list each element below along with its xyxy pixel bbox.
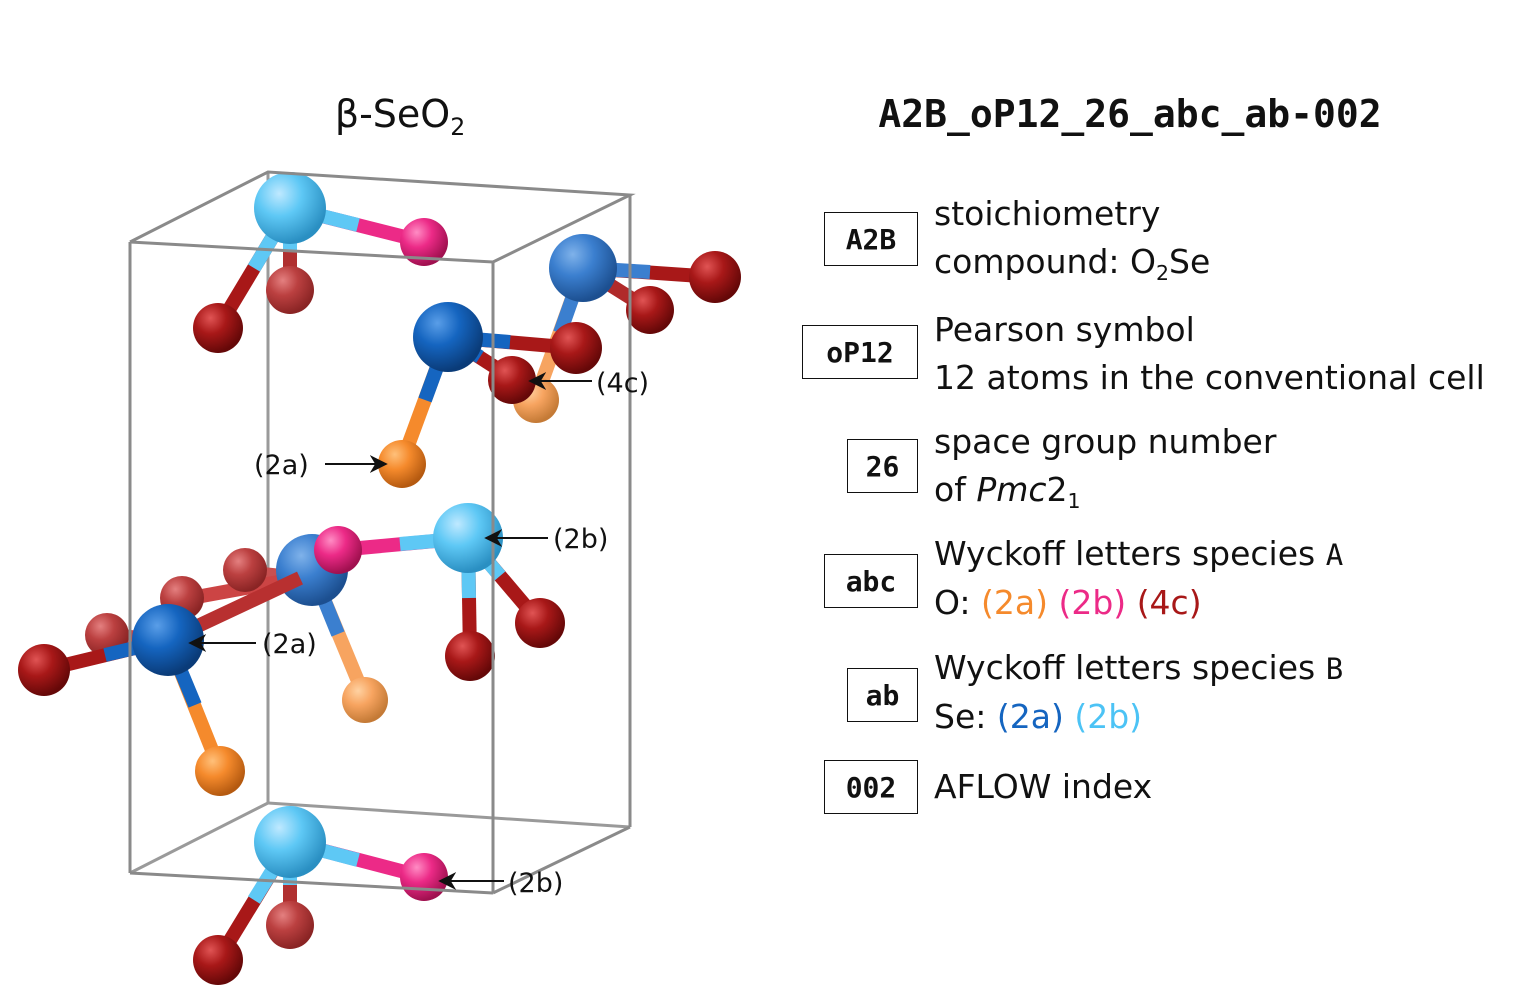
unit-cell-back-edges (129, 172, 631, 875)
legend-wyckoff-b-line2: Se: (2a) (2b) (934, 693, 1343, 741)
legend-pearson: Pearson symbol 12 atoms in the conventio… (934, 306, 1485, 402)
oxygen-atom-2a (342, 677, 388, 723)
oxygen-atom (689, 251, 741, 303)
legend-aflow-index: AFLOW index (934, 763, 1152, 811)
selenium-atom-2a (132, 604, 204, 676)
selenium-atom-2b (433, 503, 503, 573)
code-box-stoichiometry: A2B (824, 212, 918, 266)
space-group-tail: 2 (1046, 470, 1068, 509)
legend-wyckoff-a-line2: O: (2a) (2b) (4c) (934, 579, 1343, 627)
legend-space-group-line1: space group number (934, 422, 1277, 461)
space-group-subscript: 1 (1067, 489, 1081, 514)
wyckoff-se-2b: (2b) (1074, 697, 1143, 736)
legend-pearson-line1: Pearson symbol (934, 310, 1195, 349)
atom-annotations (188, 372, 592, 890)
selenium-atom (549, 234, 617, 302)
legend-wyckoff-b-line1: Wyckoff letters species B (934, 644, 1343, 693)
code-box-wyckoff-a: abc (824, 554, 918, 608)
code-box-space-group: 26 (847, 439, 918, 493)
space-group-symbol: Pmc (976, 470, 1047, 509)
selenium-atom-2a (413, 302, 483, 372)
legend-aflow-index-line1: AFLOW index (934, 767, 1153, 806)
unit-cell-front-edges (128, 170, 636, 895)
wyckoff-se-2a: (2a) (996, 697, 1064, 736)
aflow-prototype-label: A2B_oP12_26_abc_ab-002 (878, 92, 1382, 136)
wyckoff-o-prefix: O: (934, 583, 982, 622)
formula-subscript: 2 (1156, 261, 1170, 286)
label-o2b: (2b) (508, 868, 563, 899)
wyckoff-se-prefix: Se: (934, 697, 997, 736)
formula-se: Se (1169, 242, 1211, 281)
compound-prefix: compound: (934, 242, 1131, 281)
oxygen-atom (266, 901, 314, 949)
oxygen-atom (18, 644, 70, 696)
structure-name-text: β-SeO (334, 92, 451, 136)
structure-name-subscript: 2 (450, 113, 466, 142)
code-box-wyckoff-b: ab (847, 668, 918, 722)
label-se2b: (2b) (553, 524, 608, 555)
oxygen-atom (445, 631, 495, 681)
oxygen-atom-4c (488, 356, 536, 404)
top-se2b-bonds (211, 201, 427, 332)
legend-wyckoff-a: Wyckoff letters species A O: (2a) (2b) (… (934, 530, 1343, 627)
oxygen-atom (193, 303, 243, 353)
legend-pearson-line2: 12 atoms in the conventional cell (934, 358, 1485, 397)
legend-space-group: space group number of Pmc21 (934, 418, 1276, 514)
oxygen-atom-2b (400, 853, 448, 901)
label-se2a: (2a) (262, 629, 317, 660)
oxygen-atom-2a (378, 440, 426, 488)
wyckoff-o-4c: (4c) (1136, 583, 1202, 622)
legend-stoichiometry-line2: compound: O2Se (934, 238, 1210, 286)
label-o4c: (4c) (596, 368, 649, 399)
selenium-atom-2b (254, 806, 326, 878)
label-o2a: (2a) (254, 450, 309, 481)
oxygen-atom (515, 598, 565, 648)
oxygen-atom-2b (400, 218, 448, 266)
species-b: B (1325, 652, 1344, 686)
code-box-aflow-index: 002 (824, 760, 918, 814)
oxygen-atom (266, 266, 314, 314)
wyckoff-a-text: Wyckoff letters species (934, 534, 1326, 573)
oxygen-atom (550, 322, 602, 374)
space-group-prefix: of (934, 470, 977, 509)
wyckoff-b-text: Wyckoff letters species (934, 648, 1326, 687)
crystal-structure-diagram: (4c) (2a) (2b) (2a) (2b) (18, 170, 741, 985)
oxygen-atom (626, 286, 674, 334)
legend-space-group-line2: of Pmc21 (934, 466, 1276, 514)
wyckoff-o-2a: (2a) (981, 583, 1048, 622)
oxygen-atom (223, 548, 267, 592)
selenium-atom-2b (254, 172, 326, 244)
oxygen-atom-2a (195, 746, 245, 796)
legend-wyckoff-b: Wyckoff letters species B Se: (2a) (2b) (934, 644, 1343, 741)
species-a: A (1325, 538, 1344, 572)
code-box-pearson: oP12 (802, 325, 918, 379)
legend-stoichiometry-line1: stoichiometry (934, 194, 1161, 233)
legend-wyckoff-a-line1: Wyckoff letters species A (934, 530, 1343, 579)
wyckoff-o-2b: (2b) (1058, 583, 1127, 622)
oxygen-atom (193, 935, 243, 985)
oxygen-atom-2b (314, 526, 362, 574)
legend-stoichiometry: stoichiometry compound: O2Se (934, 190, 1210, 286)
structure-name: β-SeO2 (230, 92, 570, 139)
formula-o: O (1130, 242, 1156, 281)
